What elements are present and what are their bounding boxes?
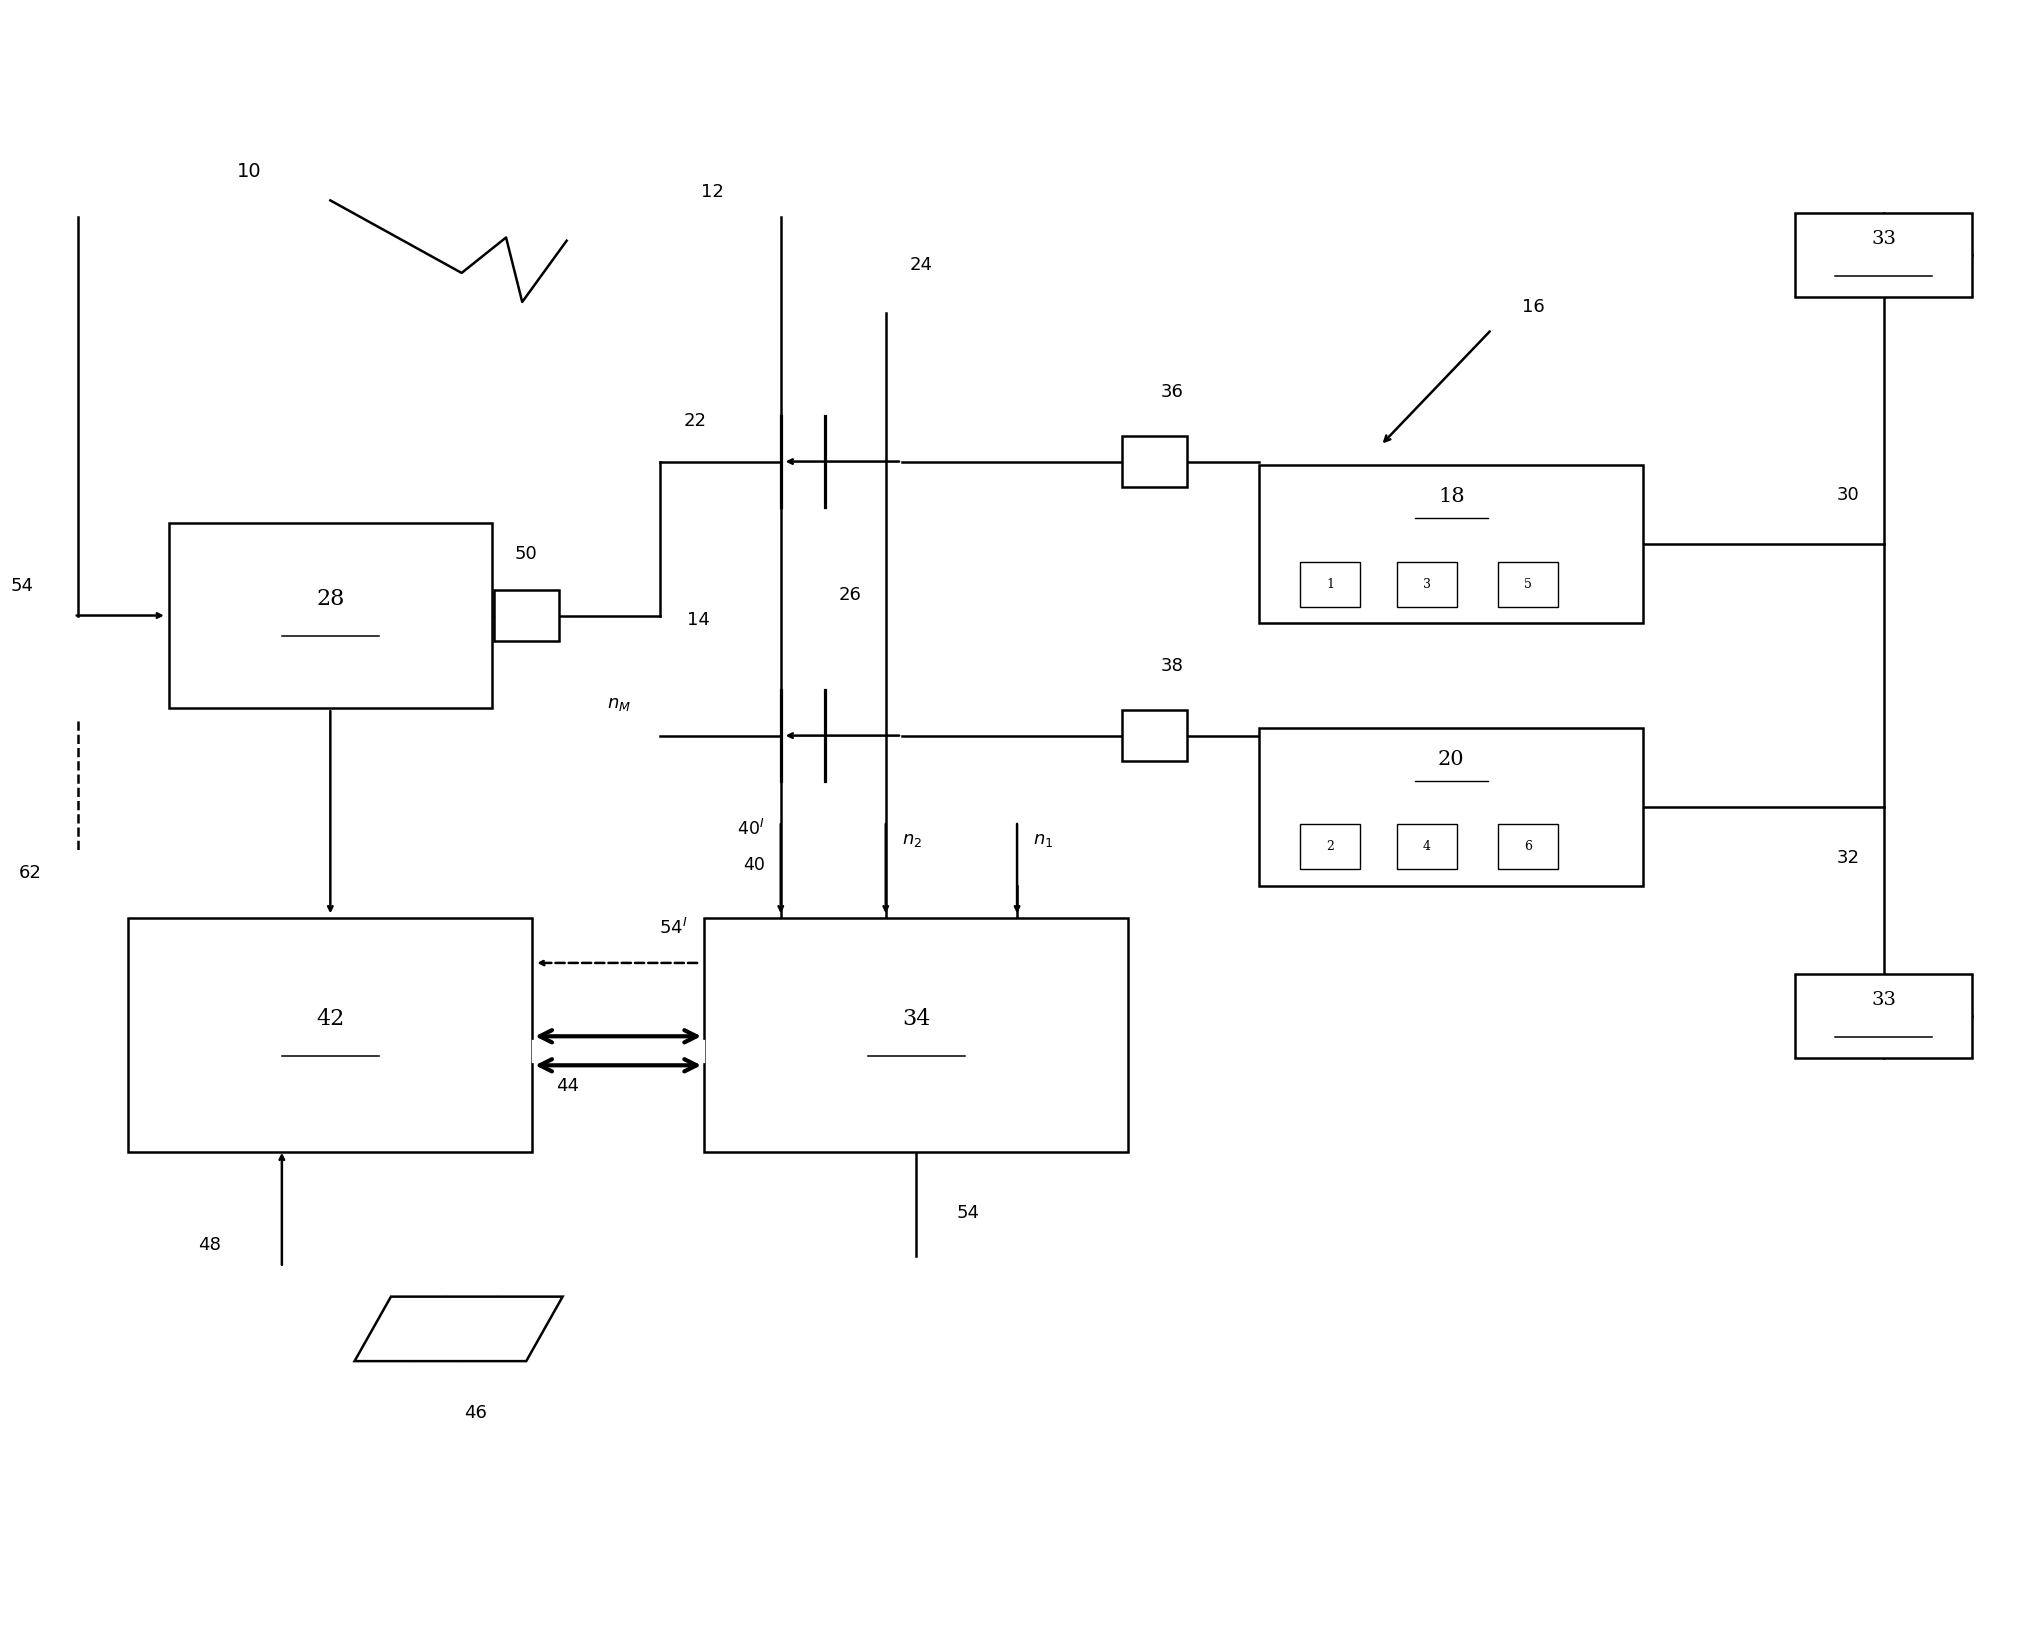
Text: $n_2$: $n_2$ bbox=[901, 831, 922, 849]
Text: 22: 22 bbox=[685, 413, 707, 431]
Text: 50: 50 bbox=[515, 545, 538, 563]
Text: 18: 18 bbox=[1439, 488, 1466, 506]
Text: 2: 2 bbox=[1327, 841, 1335, 854]
Text: $n_M$: $n_M$ bbox=[607, 696, 632, 714]
Bar bbox=[1498, 561, 1558, 606]
Bar bbox=[1300, 824, 1361, 870]
Text: 10: 10 bbox=[237, 163, 262, 180]
Text: 62: 62 bbox=[18, 863, 41, 881]
Text: $54^{I}$: $54^{I}$ bbox=[660, 917, 689, 938]
Bar bbox=[1795, 974, 1972, 1059]
Text: 46: 46 bbox=[464, 1403, 486, 1421]
Text: 34: 34 bbox=[901, 1008, 930, 1029]
Text: 48: 48 bbox=[198, 1236, 221, 1254]
Text: $n_1$: $n_1$ bbox=[1032, 831, 1053, 849]
Text: 20: 20 bbox=[1439, 750, 1466, 769]
Bar bbox=[1259, 727, 1643, 886]
Text: 6: 6 bbox=[1525, 841, 1533, 854]
Bar bbox=[129, 917, 531, 1151]
Bar bbox=[1396, 824, 1457, 870]
Polygon shape bbox=[354, 1296, 562, 1361]
Text: 26: 26 bbox=[838, 587, 861, 605]
Text: 38: 38 bbox=[1161, 657, 1183, 675]
Bar bbox=[1498, 824, 1558, 870]
Text: 32: 32 bbox=[1836, 849, 1860, 867]
Bar bbox=[170, 524, 493, 709]
Text: 12: 12 bbox=[701, 184, 724, 202]
Text: 16: 16 bbox=[1523, 298, 1545, 315]
Text: 36: 36 bbox=[1161, 384, 1183, 402]
Text: 24: 24 bbox=[910, 255, 932, 273]
Text: 28: 28 bbox=[317, 589, 345, 610]
Bar bbox=[1300, 561, 1361, 606]
Text: 33: 33 bbox=[1870, 990, 1897, 1010]
Text: 33: 33 bbox=[1870, 231, 1897, 249]
Text: 54: 54 bbox=[957, 1203, 979, 1221]
Bar bbox=[1396, 561, 1457, 606]
Text: 3: 3 bbox=[1423, 577, 1431, 590]
Text: 5: 5 bbox=[1525, 577, 1533, 590]
Text: 4: 4 bbox=[1423, 841, 1431, 854]
Bar bbox=[495, 590, 558, 641]
Bar bbox=[1122, 436, 1188, 488]
Bar bbox=[1795, 213, 1972, 298]
Text: 54: 54 bbox=[10, 577, 33, 595]
Text: 30: 30 bbox=[1838, 486, 1860, 504]
Text: 40: 40 bbox=[742, 855, 764, 873]
Text: 14: 14 bbox=[687, 610, 709, 629]
Text: 44: 44 bbox=[556, 1078, 580, 1096]
Bar bbox=[1259, 465, 1643, 623]
Bar bbox=[703, 917, 1128, 1151]
Text: 1: 1 bbox=[1327, 577, 1335, 590]
Text: $40^{I}$: $40^{I}$ bbox=[738, 820, 764, 839]
Text: 42: 42 bbox=[317, 1008, 345, 1029]
Bar bbox=[1122, 711, 1188, 761]
